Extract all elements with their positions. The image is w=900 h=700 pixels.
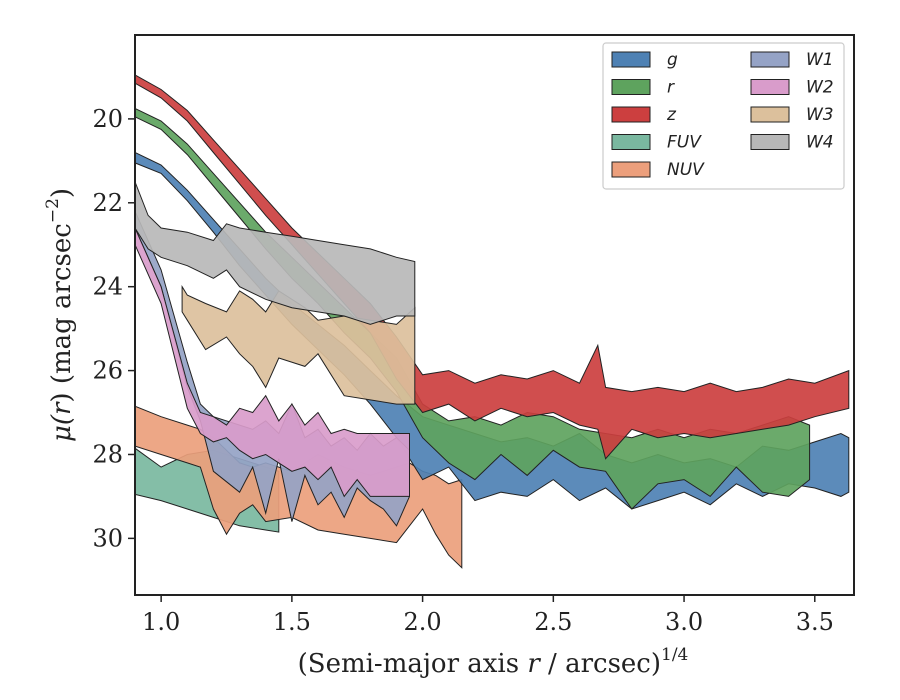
y-axis-label: μ(r) (mag arcsec−2)	[43, 188, 77, 442]
legend-swatch-z	[611, 106, 651, 123]
x-axis-label-sup: 1/4	[661, 645, 688, 665]
y-tick-label: 20	[92, 105, 123, 133]
y-axis-label-var: r	[47, 401, 77, 415]
x-axis: 1.0 1.5 2.0 2.5 3.0 3.5	[142, 595, 834, 636]
legend-swatch-fuv	[611, 134, 651, 150]
legend-label-fuv: FUV	[667, 133, 702, 153]
legend-label-w1: W1	[806, 50, 834, 70]
y-axis-label-close: )	[47, 188, 77, 198]
legend-swatch-r	[611, 79, 651, 95]
legend-label-g: g	[667, 50, 678, 70]
y-axis-label-rest: ) (mag arcsec	[47, 223, 77, 402]
legend-label-r: r	[667, 78, 675, 98]
x-axis-label-var: r	[527, 649, 541, 679]
x-tick-label: 1.5	[273, 608, 311, 636]
bands-layer	[135, 74, 850, 569]
x-axis-label-main: (Semi-major axis	[298, 649, 528, 679]
legend-label-w3: W3	[806, 105, 834, 125]
y-axis-label-mu: μ(	[47, 414, 77, 442]
legend-swatch-nuv	[611, 161, 651, 178]
x-tick-label: 2.0	[404, 608, 442, 636]
plot-frame	[134, 34, 855, 596]
x-tick-label: 2.5	[534, 608, 572, 636]
legend-swatch-w2	[750, 79, 790, 95]
x-tick-label: 1.0	[142, 608, 180, 636]
x-tick-label: 3.5	[796, 608, 834, 636]
y-tick-label: 30	[92, 524, 123, 552]
legend-swatch-g	[611, 51, 651, 68]
x-tick-label: 3.0	[665, 608, 703, 636]
legend-label-w2: W2	[806, 78, 834, 98]
band-w4	[135, 181, 416, 325]
legend-swatch-w4	[750, 134, 790, 150]
y-tick-label: 22	[92, 189, 123, 217]
legend-label-z: z	[666, 105, 677, 125]
y-tick-label: 28	[92, 440, 123, 468]
legend: grz FUV NUV W1 W2 W3 W4	[602, 42, 845, 190]
x-axis-label: (Semi-major axis r / arcsec)1/4	[298, 645, 689, 679]
legend-label-nuv: NUV	[667, 160, 705, 180]
band-w3	[181, 284, 416, 405]
y-tick-label: 26	[92, 357, 123, 385]
legend-swatch-w3	[750, 106, 790, 123]
band-w2	[135, 227, 410, 498]
y-tick-label: 24	[92, 273, 123, 301]
legend-swatch-w1	[750, 51, 790, 68]
x-axis-label-rest: / arcsec)	[540, 649, 661, 679]
y-axis-label-sup: −2	[43, 198, 63, 223]
y-axis: 20 22 24 26 28 30	[92, 105, 135, 552]
legend-label-w4: W4	[806, 133, 834, 153]
